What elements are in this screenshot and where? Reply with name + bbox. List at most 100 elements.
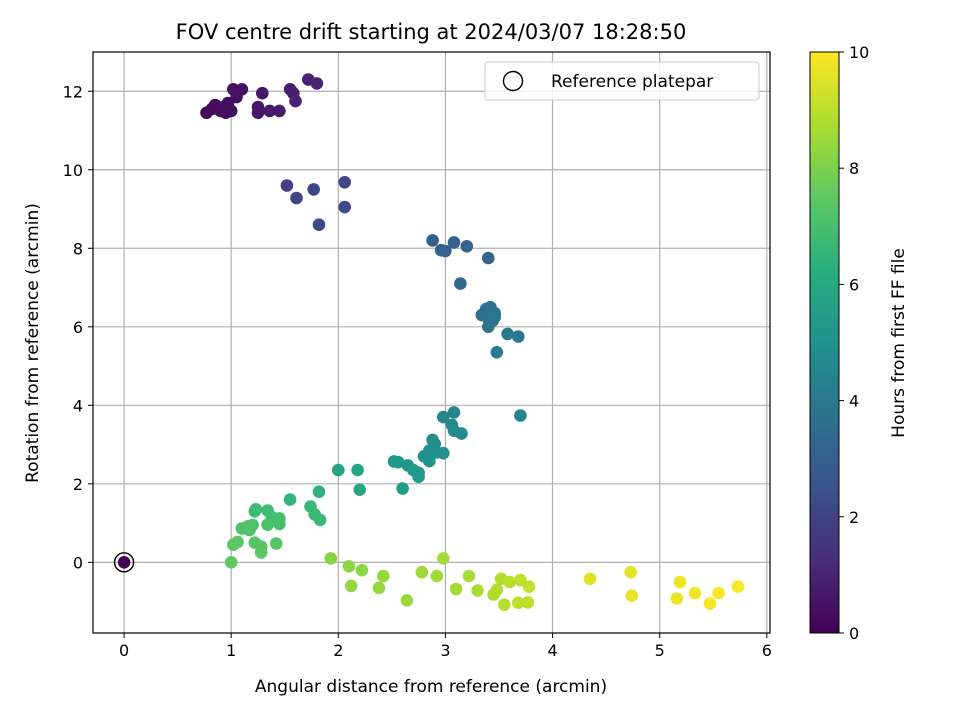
data-point: [514, 573, 527, 587]
legend-marker-circle: [502, 70, 524, 92]
data-point: [488, 310, 502, 324]
data-point: [312, 218, 326, 231]
data-point: [263, 104, 277, 118]
data-point: [324, 552, 338, 565]
data-point: [437, 410, 450, 424]
colorbar-gradient: [809, 51, 840, 634]
colorbar-tick-label: 2: [849, 508, 859, 527]
data-points: [117, 73, 745, 611]
legend-box: [484, 61, 760, 101]
y-axis-ticks: 0 2 4 6 8 10 12: [63, 82, 93, 572]
x-tick-label: 3: [440, 641, 450, 660]
data-point: [353, 483, 367, 497]
data-point: [313, 513, 327, 527]
data-point: [412, 470, 425, 484]
data-point: [447, 236, 461, 249]
data-point: [235, 83, 249, 96]
data-point: [254, 546, 268, 559]
data-point: [471, 584, 484, 597]
data-point: [243, 523, 256, 537]
data-point: [355, 563, 369, 577]
data-point: [255, 86, 269, 100]
data-point: [437, 552, 450, 565]
data-point: [498, 598, 511, 611]
data-point: [514, 409, 527, 422]
data-point: [273, 517, 286, 531]
data-point: [392, 455, 405, 469]
x-axis-ticks: 0 1 2 3 4 5 6: [119, 633, 772, 660]
y-tick-label: 6: [73, 318, 83, 337]
data-point: [454, 277, 467, 290]
y-tick-label: 10: [63, 161, 83, 180]
data-point: [261, 518, 274, 531]
data-point: [342, 560, 356, 573]
x-tick-label: 6: [762, 641, 772, 660]
data-point: [426, 234, 439, 247]
data-point: [624, 565, 637, 579]
data-point: [224, 556, 238, 569]
data-point: [490, 346, 504, 359]
grid-lines: [93, 52, 770, 633]
data-point: [310, 77, 324, 90]
data-point: [512, 330, 525, 343]
colorbar-tick-label: 6: [849, 275, 859, 294]
data-point: [688, 586, 702, 600]
data-point: [415, 565, 429, 579]
x-tick-label: 0: [119, 641, 129, 660]
data-point: [251, 100, 265, 114]
chart-title: FOV centre drift starting at 2024/03/07 …: [176, 20, 687, 44]
data-point: [290, 191, 303, 205]
data-point: [224, 104, 238, 118]
reference-platepar-marker: [113, 552, 135, 573]
data-point: [731, 580, 745, 593]
data-point: [512, 596, 525, 610]
x-tick-label: 2: [333, 641, 343, 660]
data-point: [703, 597, 717, 610]
colorbar-label: Hours from first FF file: [889, 248, 909, 438]
y-axis-label: Rotation from reference (arcmin): [23, 203, 43, 483]
data-point: [449, 582, 463, 596]
x-axis-label: Angular distance from reference (arcmin): [255, 677, 607, 697]
data-point: [482, 251, 495, 265]
colorbar-tick-label: 4: [849, 392, 859, 411]
colorbar-tick-label: 0: [849, 624, 859, 643]
data-point: [521, 596, 535, 609]
data-point: [307, 183, 321, 196]
data-point: [273, 104, 286, 118]
data-point: [583, 572, 597, 586]
data-point: [522, 580, 536, 593]
data-point: [430, 569, 444, 583]
y-tick-label: 8: [73, 239, 83, 258]
data-point: [338, 176, 352, 189]
data-point: [332, 463, 345, 477]
data-point: [447, 406, 461, 419]
data-point: [501, 327, 514, 341]
data-point: [455, 427, 468, 440]
y-tick-label: 0: [73, 553, 83, 572]
data-point: [269, 537, 283, 550]
data-point: [312, 485, 326, 499]
data-point: [503, 575, 516, 589]
y-tick-label: 12: [63, 82, 83, 101]
data-point: [396, 482, 409, 495]
data-point: [423, 454, 436, 468]
data-point: [338, 200, 352, 214]
y-tick-label: 4: [73, 396, 83, 415]
data-point: [280, 179, 294, 192]
data-point: [460, 240, 474, 253]
x-tick-label: 1: [226, 641, 236, 660]
legend: Reference platepar: [484, 61, 760, 101]
data-point: [117, 556, 131, 569]
colorbar-tick-label: 8: [849, 159, 859, 178]
data-point: [625, 589, 639, 602]
colorbar-ticks: 0 2 4 6 8 10: [839, 43, 869, 643]
data-point: [400, 594, 414, 607]
colorbar-tick-label: 10: [849, 43, 869, 62]
data-point: [490, 583, 504, 597]
data-point: [231, 535, 244, 549]
data-point: [377, 569, 390, 583]
legend-entry-reference-platepar: Reference platepar: [551, 72, 713, 92]
data-point: [439, 244, 452, 258]
data-point: [249, 503, 263, 516]
data-point: [712, 586, 725, 600]
